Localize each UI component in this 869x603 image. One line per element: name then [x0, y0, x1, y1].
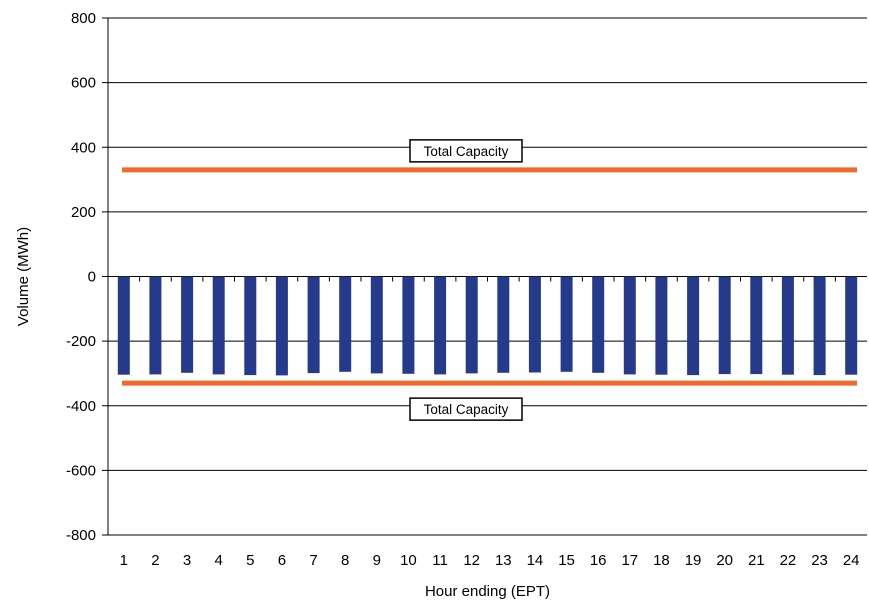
bar-hour-9	[370, 276, 383, 374]
capacity-label: Total Capacity	[424, 144, 509, 159]
y-tick-label: -200	[66, 333, 96, 350]
bar-hour-16	[592, 276, 605, 373]
x-tick-label: 21	[748, 552, 765, 569]
x-tick-label: 2	[151, 552, 159, 569]
bar-hour-22	[781, 276, 794, 375]
x-tick-label: 8	[341, 552, 349, 569]
bar-hour-8	[339, 276, 352, 372]
capacity-label-box	[409, 397, 523, 421]
x-tick-label: 24	[843, 552, 860, 569]
bar-hour-11	[434, 276, 447, 375]
x-tick-label: 9	[373, 552, 381, 569]
y-tick-label: 800	[71, 10, 96, 27]
y-tick-label: 600	[71, 75, 96, 92]
x-tick-label: 4	[215, 552, 223, 569]
x-tick-label: 17	[621, 552, 638, 569]
x-tick-label: 18	[653, 552, 670, 569]
x-tick-label: 3	[183, 552, 191, 569]
y-tick-label: 400	[71, 139, 96, 156]
bar-hour-14	[528, 276, 541, 373]
x-tick-label: 22	[780, 552, 797, 569]
bar-hour-6	[275, 276, 288, 376]
x-tick-label: 5	[246, 552, 254, 569]
bar-hour-1	[117, 276, 130, 375]
bar-hour-4	[212, 276, 225, 375]
x-tick-label: 15	[558, 552, 575, 569]
bar-hour-3	[181, 276, 194, 373]
x-tick-label: 1	[120, 552, 128, 569]
y-tick-label: -600	[66, 462, 96, 479]
bar-hour-7	[307, 276, 320, 374]
y-tick-label: 0	[88, 269, 96, 286]
bar-hour-5	[244, 276, 257, 376]
bar-hour-15	[560, 276, 573, 372]
x-tick-label: 23	[811, 552, 828, 569]
x-tick-label: 14	[527, 552, 544, 569]
bar-hour-10	[402, 276, 415, 374]
x-tick-label: 20	[716, 552, 733, 569]
x-tick-label: 16	[590, 552, 607, 569]
y-tick-label: 200	[71, 204, 96, 221]
x-tick-label: 11	[432, 552, 448, 569]
y-tick-label: -400	[66, 398, 96, 415]
x-tick-label: 19	[685, 552, 702, 569]
bar-hour-18	[655, 276, 668, 375]
x-tick-label: 7	[309, 552, 317, 569]
bar-hour-19	[687, 276, 700, 376]
bar-hour-23	[813, 276, 826, 376]
x-tick-label: 10	[400, 552, 417, 569]
bar-hour-20	[718, 276, 731, 375]
x-tick-label: 6	[278, 552, 286, 569]
x-axis-title: Hour ending (EPT)	[425, 583, 550, 600]
bar-hour-12	[465, 276, 478, 374]
bar-hour-24	[845, 276, 858, 375]
x-tick-label: 13	[495, 552, 512, 569]
bar-hour-17	[623, 276, 636, 375]
bar-hour-21	[750, 276, 763, 375]
x-tick-label: 12	[463, 552, 480, 569]
y-axis-title: Volume (MWh)	[15, 227, 32, 326]
bar-hour-13	[497, 276, 510, 373]
capacity-label: Total Capacity	[424, 402, 509, 417]
bar-hour-2	[149, 276, 162, 375]
y-tick-label: -800	[66, 527, 96, 544]
capacity-label-box	[409, 139, 523, 163]
